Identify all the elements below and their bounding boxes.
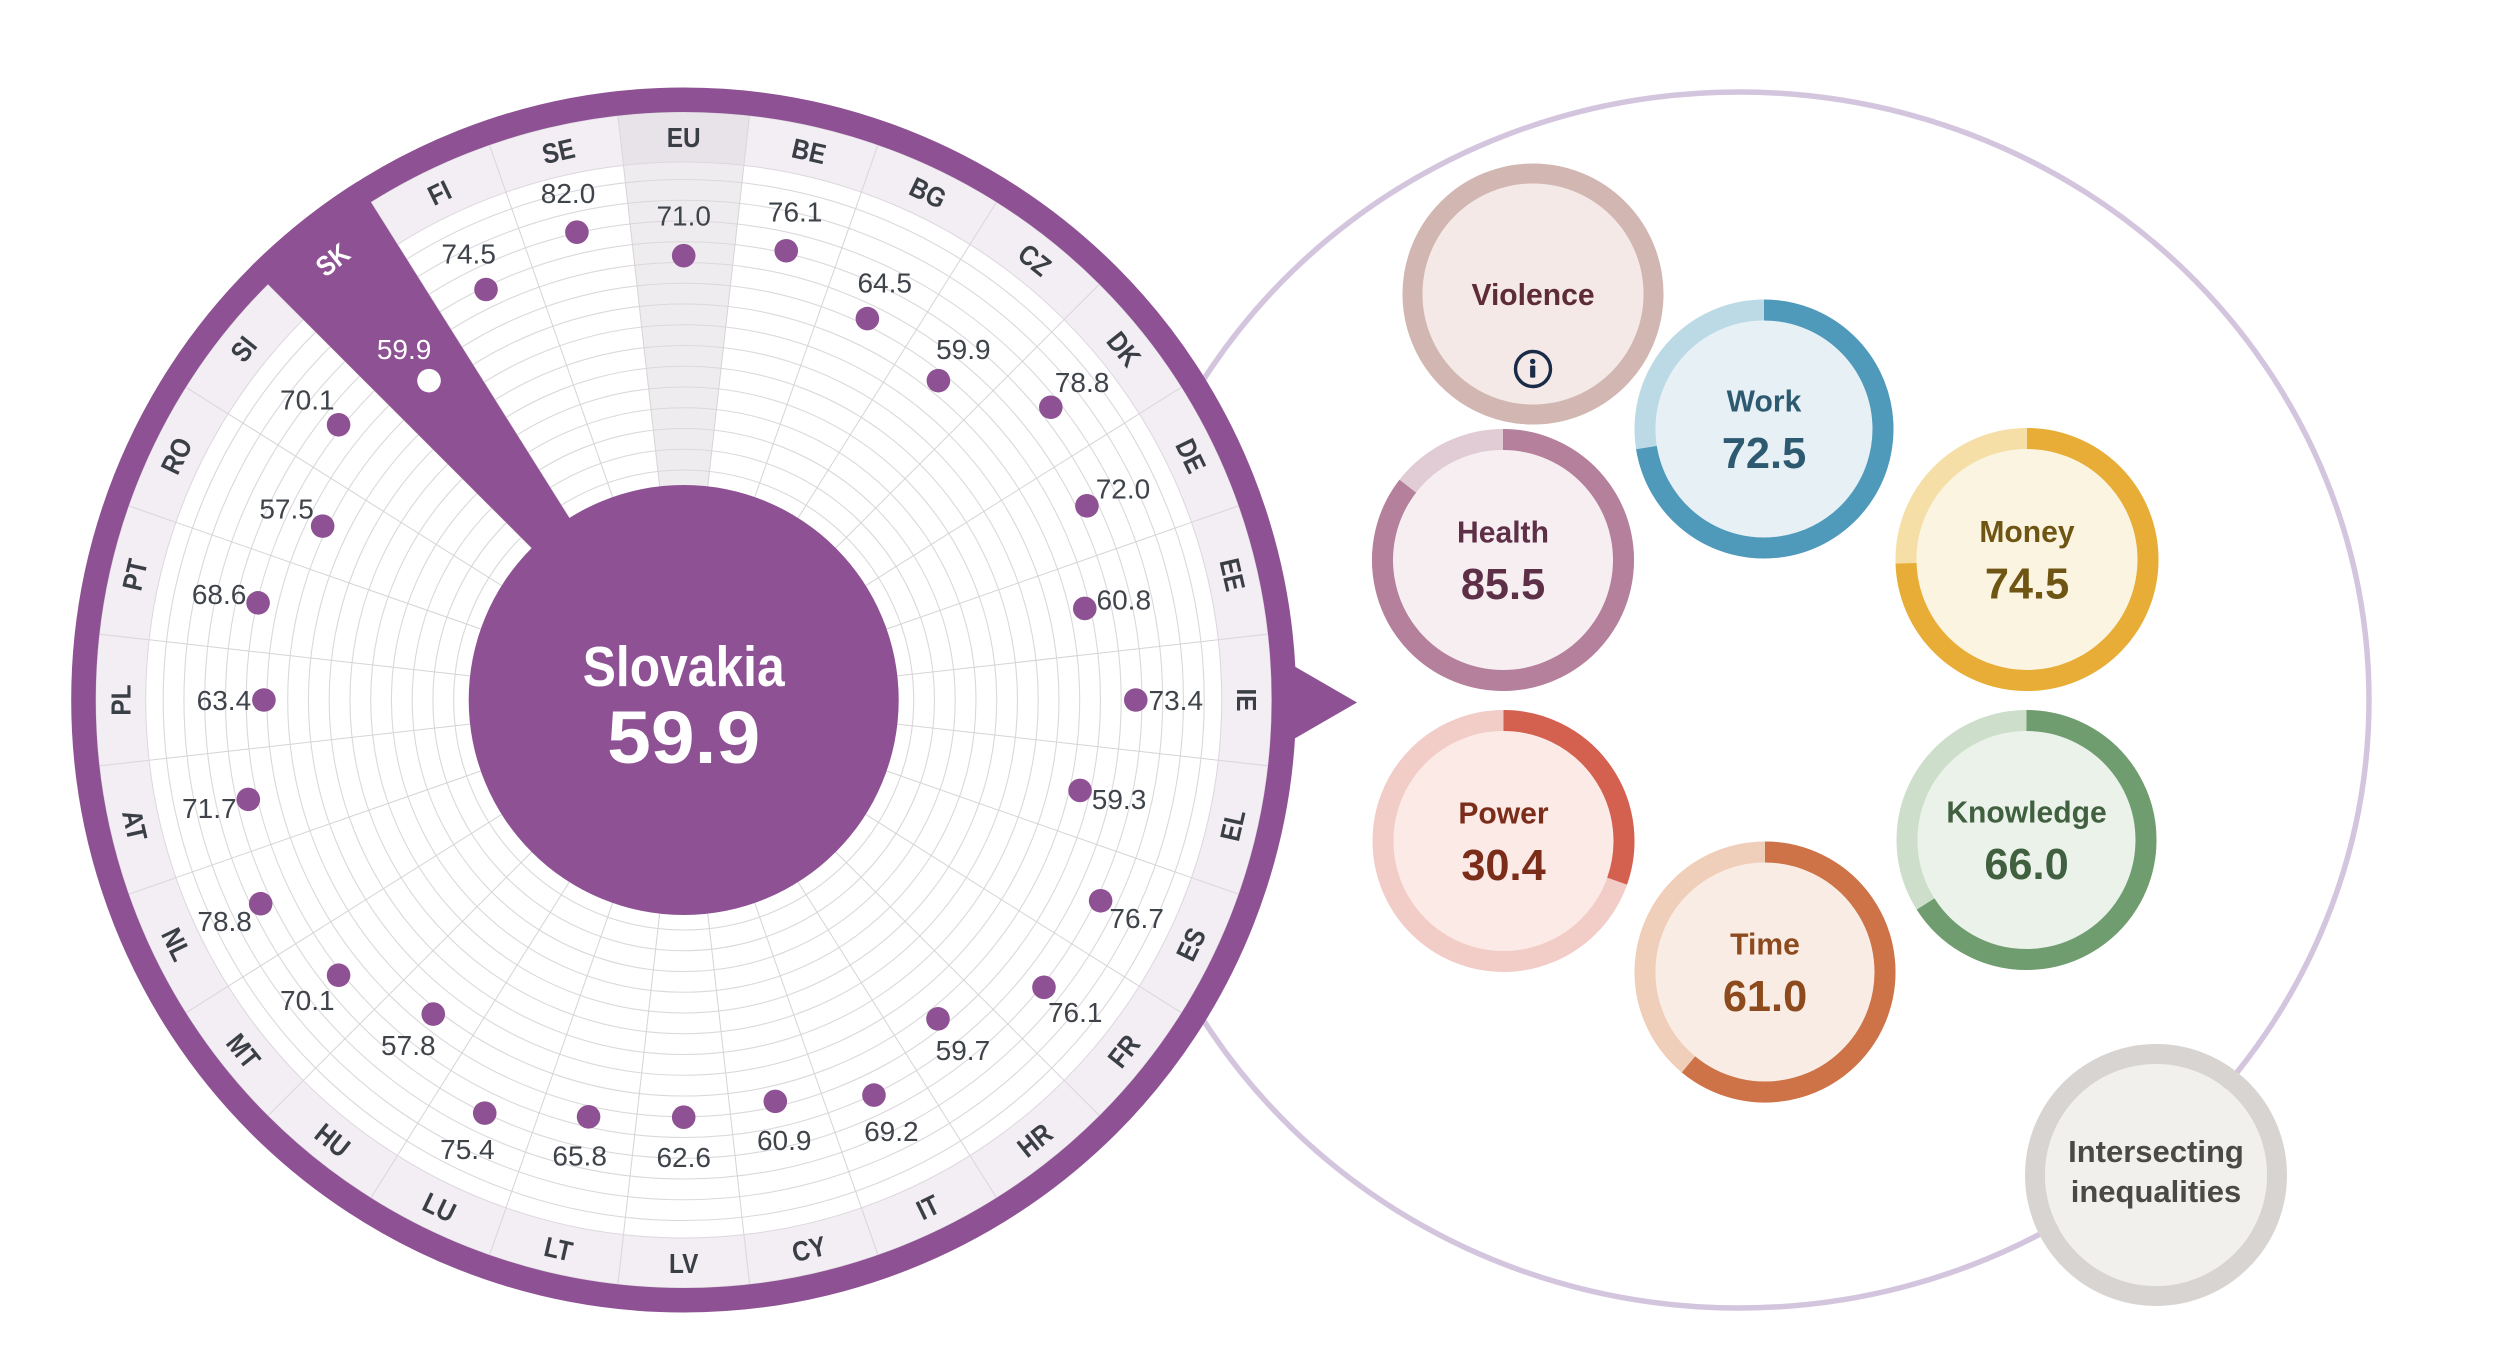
svg-text:Money: Money — [1979, 514, 2075, 549]
svg-text:LV: LV — [669, 1248, 699, 1279]
svg-text:82.0: 82.0 — [541, 178, 596, 209]
svg-text:59.9: 59.9 — [936, 334, 991, 365]
svg-text:66.0: 66.0 — [1984, 840, 2068, 889]
svg-text:70.1: 70.1 — [280, 985, 335, 1016]
svg-text:Health: Health — [1457, 514, 1549, 549]
svg-text:78.8: 78.8 — [1055, 367, 1110, 398]
svg-text:59.9: 59.9 — [377, 334, 432, 365]
svg-text:71.0: 71.0 — [656, 200, 711, 231]
svg-text:Intersecting: Intersecting — [2068, 1134, 2244, 1169]
svg-text:Work: Work — [1727, 383, 1802, 418]
svg-text:59.7: 59.7 — [936, 1035, 991, 1066]
svg-text:Time: Time — [1730, 926, 1800, 961]
svg-text:57.8: 57.8 — [381, 1030, 436, 1061]
svg-text:68.6: 68.6 — [192, 579, 247, 610]
svg-text:76.7: 76.7 — [1109, 903, 1164, 934]
svg-text:73.4: 73.4 — [1149, 685, 1204, 716]
svg-text:Violence: Violence — [1471, 277, 1594, 312]
svg-text:EL: EL — [1214, 807, 1251, 844]
svg-text:LT: LT — [541, 1231, 575, 1267]
svg-text:85.5: 85.5 — [1461, 560, 1545, 609]
svg-text:60.8: 60.8 — [1097, 584, 1152, 615]
svg-text:AT: AT — [116, 807, 153, 844]
svg-text:74.5: 74.5 — [1985, 559, 2069, 608]
svg-text:78.8: 78.8 — [197, 906, 252, 937]
svg-text:62.6: 62.6 — [656, 1142, 711, 1173]
svg-text:69.2: 69.2 — [864, 1116, 919, 1147]
svg-text:PT: PT — [117, 556, 154, 593]
svg-text:IE: IE — [1231, 688, 1262, 711]
svg-text:61.0: 61.0 — [1723, 972, 1807, 1021]
svg-text:72.5: 72.5 — [1722, 429, 1806, 478]
svg-text:63.4: 63.4 — [197, 685, 252, 716]
svg-text:64.5: 64.5 — [857, 267, 912, 298]
svg-text:Power: Power — [1458, 795, 1548, 830]
svg-text:74.5: 74.5 — [441, 238, 496, 269]
svg-text:71.7: 71.7 — [182, 793, 237, 824]
svg-text:75.4: 75.4 — [440, 1134, 495, 1165]
svg-text:EU: EU — [667, 122, 701, 153]
svg-text:60.9: 60.9 — [757, 1125, 812, 1156]
svg-text:inequalities: inequalities — [2071, 1174, 2242, 1209]
svg-text:57.5: 57.5 — [259, 494, 314, 525]
svg-text:Slovakia: Slovakia — [583, 635, 786, 699]
svg-text:59.9: 59.9 — [607, 696, 760, 779]
svg-text:59.3: 59.3 — [1092, 784, 1147, 815]
svg-text:CY: CY — [789, 1230, 829, 1268]
svg-text:70.1: 70.1 — [280, 385, 335, 416]
svg-text:76.1: 76.1 — [768, 197, 823, 228]
svg-text:Knowledge: Knowledge — [1946, 794, 2106, 829]
svg-text:BE: BE — [789, 133, 829, 171]
svg-text:EE: EE — [1214, 555, 1251, 594]
svg-text:PL: PL — [105, 684, 136, 715]
svg-text:65.8: 65.8 — [552, 1141, 607, 1172]
svg-text:72.0: 72.0 — [1096, 473, 1151, 504]
svg-text:SE: SE — [539, 133, 578, 170]
svg-text:30.4: 30.4 — [1461, 841, 1546, 890]
svg-text:76.1: 76.1 — [1048, 997, 1103, 1028]
